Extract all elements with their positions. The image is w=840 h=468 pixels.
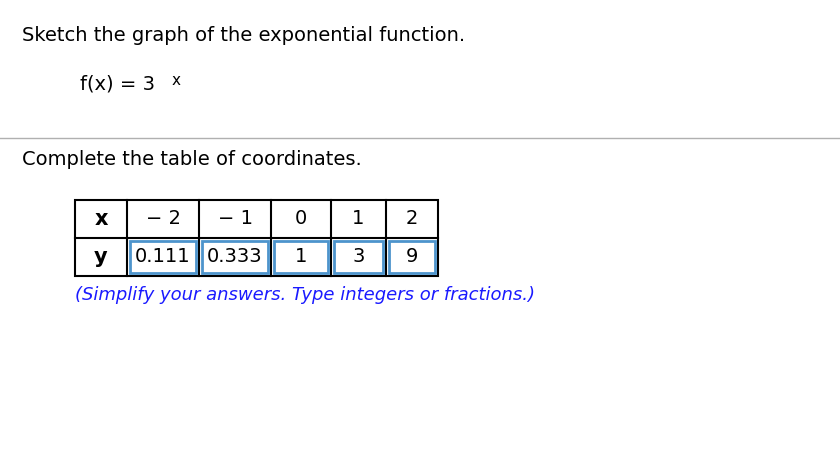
Text: 0: 0 — [295, 210, 307, 228]
Bar — [389, 241, 435, 273]
Text: x: x — [172, 73, 181, 88]
Bar — [130, 241, 196, 273]
Text: 9: 9 — [406, 248, 418, 266]
Text: 0.333: 0.333 — [207, 248, 263, 266]
Text: (Simplify your answers. Type integers or fractions.): (Simplify your answers. Type integers or… — [75, 286, 535, 304]
Text: x: x — [94, 209, 108, 229]
Text: Complete the table of coordinates.: Complete the table of coordinates. — [22, 150, 362, 169]
Text: y: y — [94, 247, 108, 267]
Text: 1: 1 — [295, 248, 307, 266]
Bar — [274, 241, 328, 273]
Text: Sketch the graph of the exponential function.: Sketch the graph of the exponential func… — [22, 26, 465, 45]
Text: − 2: − 2 — [145, 210, 181, 228]
Text: 2: 2 — [406, 210, 418, 228]
Bar — [202, 241, 268, 273]
Text: − 1: − 1 — [218, 210, 253, 228]
Bar — [75, 200, 438, 276]
Bar — [334, 241, 383, 273]
Text: 0.111: 0.111 — [135, 248, 191, 266]
Text: 3: 3 — [352, 248, 365, 266]
Text: 1: 1 — [352, 210, 365, 228]
Text: f(x) = 3: f(x) = 3 — [80, 75, 155, 94]
